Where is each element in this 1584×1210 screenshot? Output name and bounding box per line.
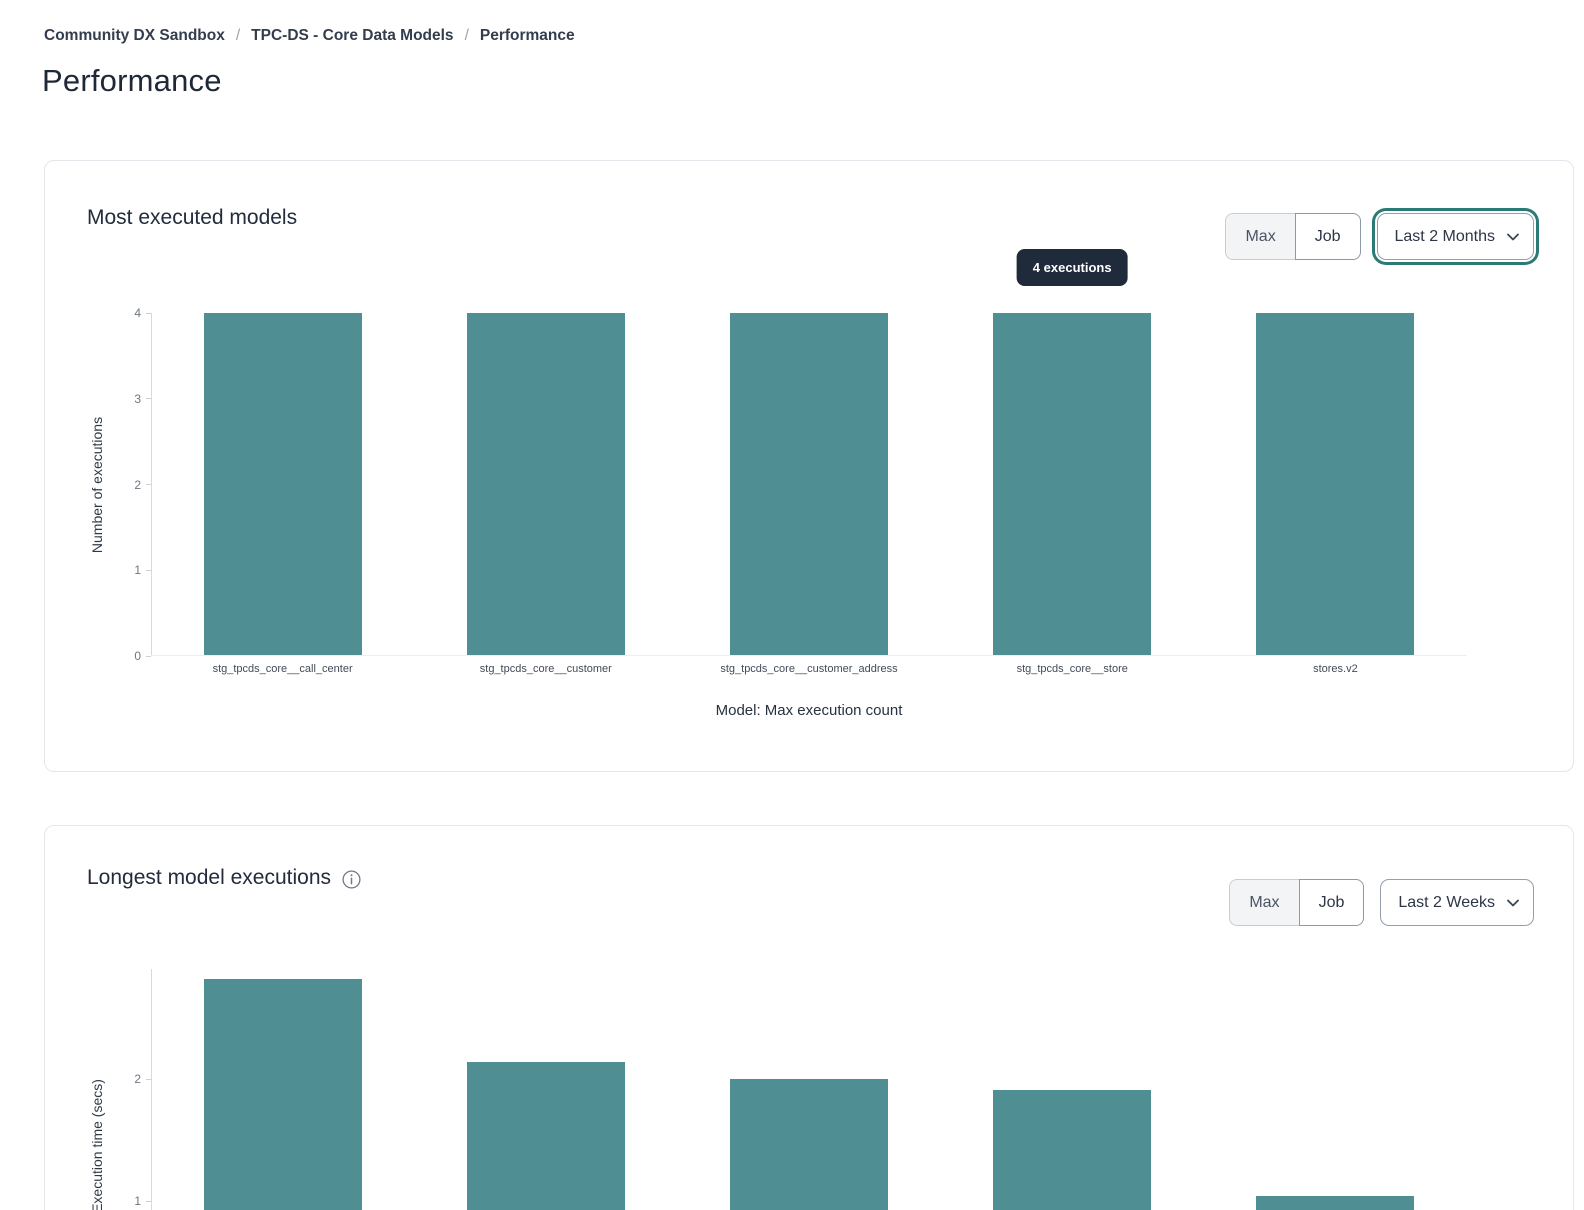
bar-slot <box>414 969 677 1210</box>
most-executed-models-card: Most executed models Max Job Last 2 Mont… <box>44 160 1574 772</box>
y-tick-label: 2 <box>134 477 141 492</box>
longest-model-executions-card: Longest model executions Max Job Last 2 … <box>44 825 1574 1210</box>
y-tick-mark <box>146 484 151 485</box>
toggle-job-button[interactable]: Job <box>1298 879 1365 926</box>
bar-2[interactable] <box>730 1079 888 1210</box>
y-tick: 1 <box>127 1194 151 1208</box>
x-axis-labels: stg_tpcds_core__call_center stg_tpcds_cor… <box>151 663 1467 675</box>
x-category-label: stg_tpcds_core__customer_address <box>720 663 898 675</box>
bar-slot <box>677 969 940 1210</box>
bar-stores.v2[interactable] <box>1256 313 1415 656</box>
y-tick-mark <box>146 1200 151 1202</box>
bar-4[interactable] <box>1256 1196 1415 1210</box>
x-category-label: stg_tpcds_core__store <box>1016 663 1128 675</box>
y-tick-mark <box>146 655 151 657</box>
breadcrumb-separator: / <box>464 27 469 44</box>
bar-slot <box>941 313 1204 656</box>
tooltip-text: 4 executions <box>1032 260 1112 275</box>
info-icon[interactable] <box>342 869 361 889</box>
bar-1[interactable] <box>466 1061 625 1210</box>
x-category-label: stg_tpcds_core__customer <box>479 663 612 675</box>
chevron-down-icon <box>1507 899 1519 906</box>
toggle-max-button[interactable]: Max <box>1229 879 1299 926</box>
bar-stg_tpcds_core__call_center[interactable] <box>203 313 362 656</box>
card-title: Longest model executions <box>87 866 331 889</box>
max-job-toggle: Max Job <box>1225 213 1361 260</box>
time-range-dropdown[interactable]: Last 2 Weeks <box>1380 879 1534 926</box>
y-tick-label: 1 <box>134 563 141 578</box>
y-axis-title: Execution time (secs) <box>89 969 105 1210</box>
card-header: Longest model executions <box>87 866 361 890</box>
bar-slot <box>1204 969 1467 1210</box>
bar-slot <box>151 313 414 656</box>
page-title: Performance <box>42 63 222 98</box>
chart-controls: Max Job Last 2 Weeks <box>1229 879 1534 926</box>
most-executed-bar-chart: Number of executions 0 1 2 3 4 stg_tpcds_cor… <box>89 249 1467 719</box>
y-axis-title-text: Number of executions <box>89 416 105 553</box>
bars-layer <box>151 313 1467 656</box>
y-tick-mark <box>146 569 151 571</box>
x-axis-title: Model: Max execution count <box>715 702 903 719</box>
toggle-max-button[interactable]: Max <box>1225 213 1295 260</box>
y-axis-title: Number of executions <box>89 313 105 656</box>
y-tick-label: 1 <box>134 1194 141 1208</box>
y-tick: 2 <box>127 1072 151 1086</box>
bar-slot <box>151 969 414 1210</box>
breadcrumb: Community DX Sandbox / TPC-DS - Core Dat… <box>44 27 575 45</box>
bar-slot <box>677 313 940 656</box>
breadcrumb-item-account[interactable]: Community DX Sandbox <box>44 27 225 44</box>
y-tick-mark <box>146 1078 151 1080</box>
bar-0[interactable] <box>203 979 362 1210</box>
card-title: Most executed models <box>87 206 298 229</box>
breadcrumb-item-current: Performance <box>479 27 575 44</box>
y-tick: 1 <box>127 563 151 577</box>
bars-layer <box>151 969 1467 1210</box>
bar-slot <box>414 313 677 656</box>
y-axis-title-text: Execution time (secs) <box>89 1079 106 1210</box>
y-tick-mark <box>146 312 151 314</box>
bar-slot <box>1204 313 1467 656</box>
bar-stg_tpcds_core__store[interactable] <box>993 313 1152 656</box>
max-job-toggle: Max Job <box>1229 879 1365 926</box>
chart-controls: Max Job Last 2 Months <box>1225 213 1534 260</box>
bar-stg_tpcds_core__customer[interactable] <box>466 313 625 656</box>
y-tick-mark <box>146 398 151 400</box>
bar-slot <box>941 969 1204 1210</box>
bar-3[interactable] <box>993 1090 1152 1210</box>
bar-stg_tpcds_core__customer_address[interactable] <box>730 313 888 656</box>
x-category-label: stg_tpcds_core__call_center <box>212 663 353 675</box>
card-header: Most executed models <box>87 206 297 230</box>
y-tick-label: 3 <box>134 391 141 406</box>
y-tick-label: 0 <box>134 649 141 663</box>
y-tick: 2 <box>127 478 151 492</box>
y-tick: 4 <box>127 306 151 320</box>
y-tick-label: 2 <box>134 1072 141 1086</box>
dropdown-value: Last 2 Months <box>1394 227 1496 245</box>
chart-tooltip: 4 executions <box>1016 249 1128 286</box>
x-category-label: stores.v2 <box>1313 663 1358 675</box>
y-axis-line <box>151 969 152 1210</box>
x-axis-line <box>151 655 1467 656</box>
time-range-dropdown[interactable]: Last 2 Months <box>1376 213 1534 260</box>
toggle-job-button[interactable]: Job <box>1294 213 1361 260</box>
y-tick: 3 <box>127 392 151 406</box>
y-tick-label: 4 <box>134 306 141 320</box>
y-tick: 0 <box>127 649 151 663</box>
longest-executions-bar-chart: Execution time (secs) 1 2 <box>89 969 1467 1210</box>
breadcrumb-item-project[interactable]: TPC-DS - Core Data Models <box>251 27 454 44</box>
dropdown-value: Last 2 Weeks <box>1398 893 1495 911</box>
chevron-down-icon <box>1507 233 1519 240</box>
breadcrumb-separator: / <box>235 27 241 44</box>
y-axis-line <box>151 313 152 656</box>
